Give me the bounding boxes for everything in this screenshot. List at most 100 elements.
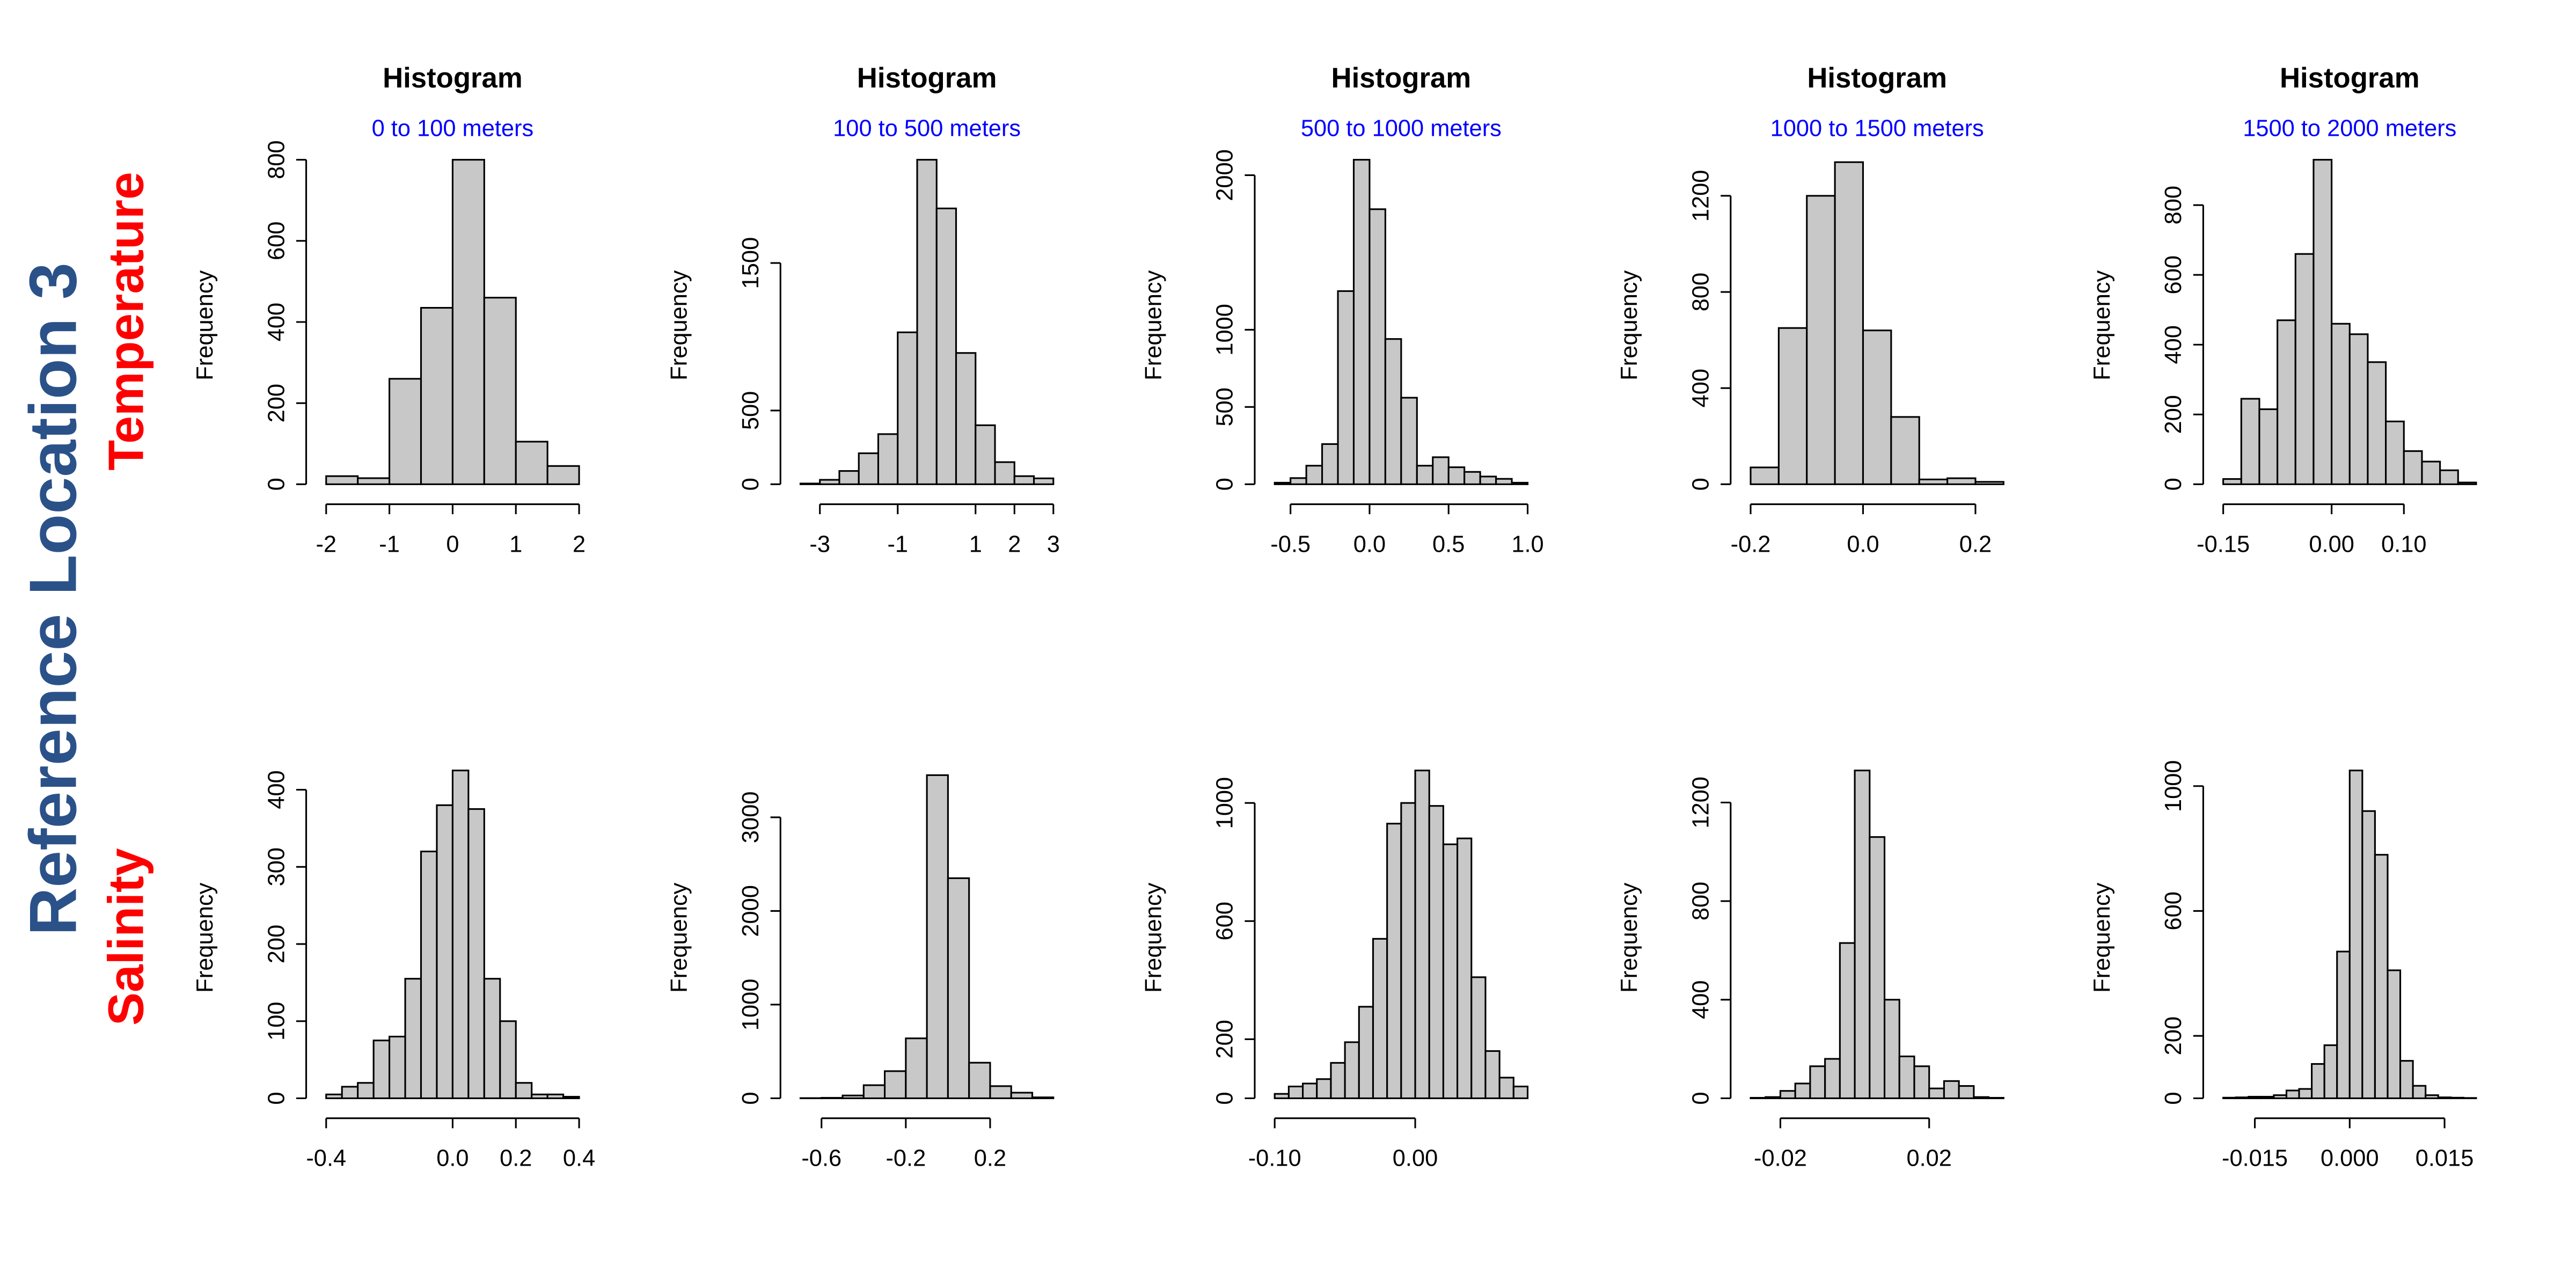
histogram-bar (819, 479, 840, 485)
histogram-bar (1316, 1078, 1332, 1100)
y-tick-label: 800 (264, 140, 289, 179)
x-tick-label: 0.4 (563, 1146, 595, 1172)
histogram-bar (1794, 1082, 1811, 1100)
histogram-bar (877, 433, 899, 485)
histogram-bar (858, 452, 880, 485)
histogram-bar (1457, 837, 1473, 1100)
histogram-bar (989, 1085, 1012, 1100)
histogram-bar (1344, 1041, 1360, 1100)
x-tick-label: 0.0 (1353, 532, 1386, 558)
y-axis-label: Frequency (1616, 270, 1642, 380)
histogram-bar (1834, 161, 1864, 485)
histogram-bar (897, 331, 918, 485)
x-tick-label: -0.2 (885, 1146, 926, 1172)
histogram-bar (420, 851, 438, 1100)
histogram-bar (2277, 319, 2296, 485)
y-tick-label: 200 (2161, 395, 2186, 434)
histogram-bar (1498, 1077, 1514, 1100)
y-tick-label: 400 (1688, 980, 1714, 1019)
histogram-bar (1274, 481, 1292, 485)
y-tick-label: 200 (2161, 1016, 2186, 1055)
x-tick-label: -1 (887, 532, 908, 558)
x-tick-label: 0 (446, 532, 459, 558)
histogram-bar (1988, 1097, 2004, 1100)
y-axis-label: Frequency (667, 270, 692, 380)
histogram-bar (1010, 1092, 1034, 1100)
panel-subtitle: 500 to 1000 meters (1301, 115, 1502, 141)
histogram-bar (1928, 1087, 1945, 1100)
histogram-bar (1750, 466, 1780, 485)
y-tick-label: 100 (264, 1002, 289, 1041)
histogram-bar (1013, 475, 1035, 485)
histogram-bar (1400, 802, 1416, 1100)
histogram-bar (1946, 477, 1977, 485)
main-label: Reference Location 3 (16, 262, 90, 935)
y-tick-label: 3000 (738, 792, 764, 844)
y-axis-label: Frequency (1140, 882, 1166, 992)
histogram-bar (2240, 398, 2260, 485)
y-tick-label: 1000 (738, 979, 764, 1031)
histogram-bar (420, 306, 453, 485)
x-tick-label: 1 (509, 532, 522, 558)
histogram-bar (2260, 1096, 2275, 1100)
histogram-bar (2298, 1088, 2313, 1100)
histogram-bar (2273, 1094, 2288, 1100)
x-tick-label: 0.015 (2416, 1146, 2474, 1172)
y-tick-label: 2000 (738, 885, 764, 937)
y-axis-label: Frequency (1616, 882, 1642, 992)
histogram-bar (1400, 397, 1418, 485)
histogram-bar (1765, 1096, 1782, 1100)
y-tick-label: 200 (1212, 1020, 1238, 1058)
x-tick-label: 0.000 (2321, 1146, 2379, 1172)
histogram-bar (1470, 976, 1487, 1100)
y-tick-label: 0 (738, 478, 764, 491)
histogram-bar (1854, 770, 1871, 1100)
histogram-bar (2462, 1097, 2477, 1100)
y-tick-label: 1000 (1212, 777, 1238, 829)
histogram-bar (1287, 1085, 1304, 1100)
y-tick-label: 0 (264, 478, 289, 491)
y-axis-label: Frequency (192, 270, 218, 380)
histogram-bar (1302, 1082, 1318, 1100)
histogram-bar (1330, 1062, 1346, 1100)
panel-subtitle: 1000 to 1500 meters (1770, 115, 1984, 141)
y-tick-label: 600 (2161, 891, 2186, 930)
y-tick-label: 400 (264, 303, 289, 341)
histogram-bar (926, 774, 949, 1100)
histogram-bar (1031, 1096, 1055, 1100)
y-tick-label: 0 (2161, 1092, 2186, 1104)
y-tick-label: 600 (264, 222, 289, 260)
histogram-bar (2258, 408, 2279, 485)
histogram-bar (1958, 1085, 1975, 1100)
histogram-bar (357, 1082, 375, 1100)
histogram-bar (821, 1097, 844, 1100)
y-tick-label: 1200 (1688, 777, 1714, 829)
histogram-bar (2412, 1085, 2427, 1100)
histogram-bar (968, 1062, 991, 1100)
histogram-bar (1890, 416, 1920, 485)
histogram-bar (1869, 836, 1886, 1100)
histogram-bar (2457, 481, 2477, 485)
y-tick-label: 400 (264, 770, 289, 809)
histogram-bar (389, 1035, 406, 1100)
histogram-bar (1484, 1050, 1501, 1100)
histogram-bar (916, 159, 938, 485)
histogram-bar (2421, 460, 2441, 485)
histogram-bar (483, 978, 501, 1100)
x-tick-label: -0.6 (801, 1146, 841, 1172)
histogram-bar (1386, 823, 1402, 1100)
histogram-bar (1943, 1080, 1960, 1100)
x-tick-label: -0.2 (1731, 532, 1771, 558)
histogram-bar (994, 461, 1015, 485)
histogram-bar (1305, 465, 1323, 485)
y-tick-label: 200 (264, 384, 289, 422)
histogram-bar (1290, 477, 1307, 485)
histogram-bar (1337, 290, 1355, 485)
histogram-bar (935, 207, 957, 485)
histogram-bar (1862, 330, 1892, 485)
y-tick-label: 0 (2161, 478, 2186, 491)
histogram-bar (2235, 1096, 2250, 1100)
histogram-bar (389, 378, 422, 485)
y-tick-label: 800 (1688, 882, 1714, 920)
histogram-bar (2336, 950, 2351, 1100)
